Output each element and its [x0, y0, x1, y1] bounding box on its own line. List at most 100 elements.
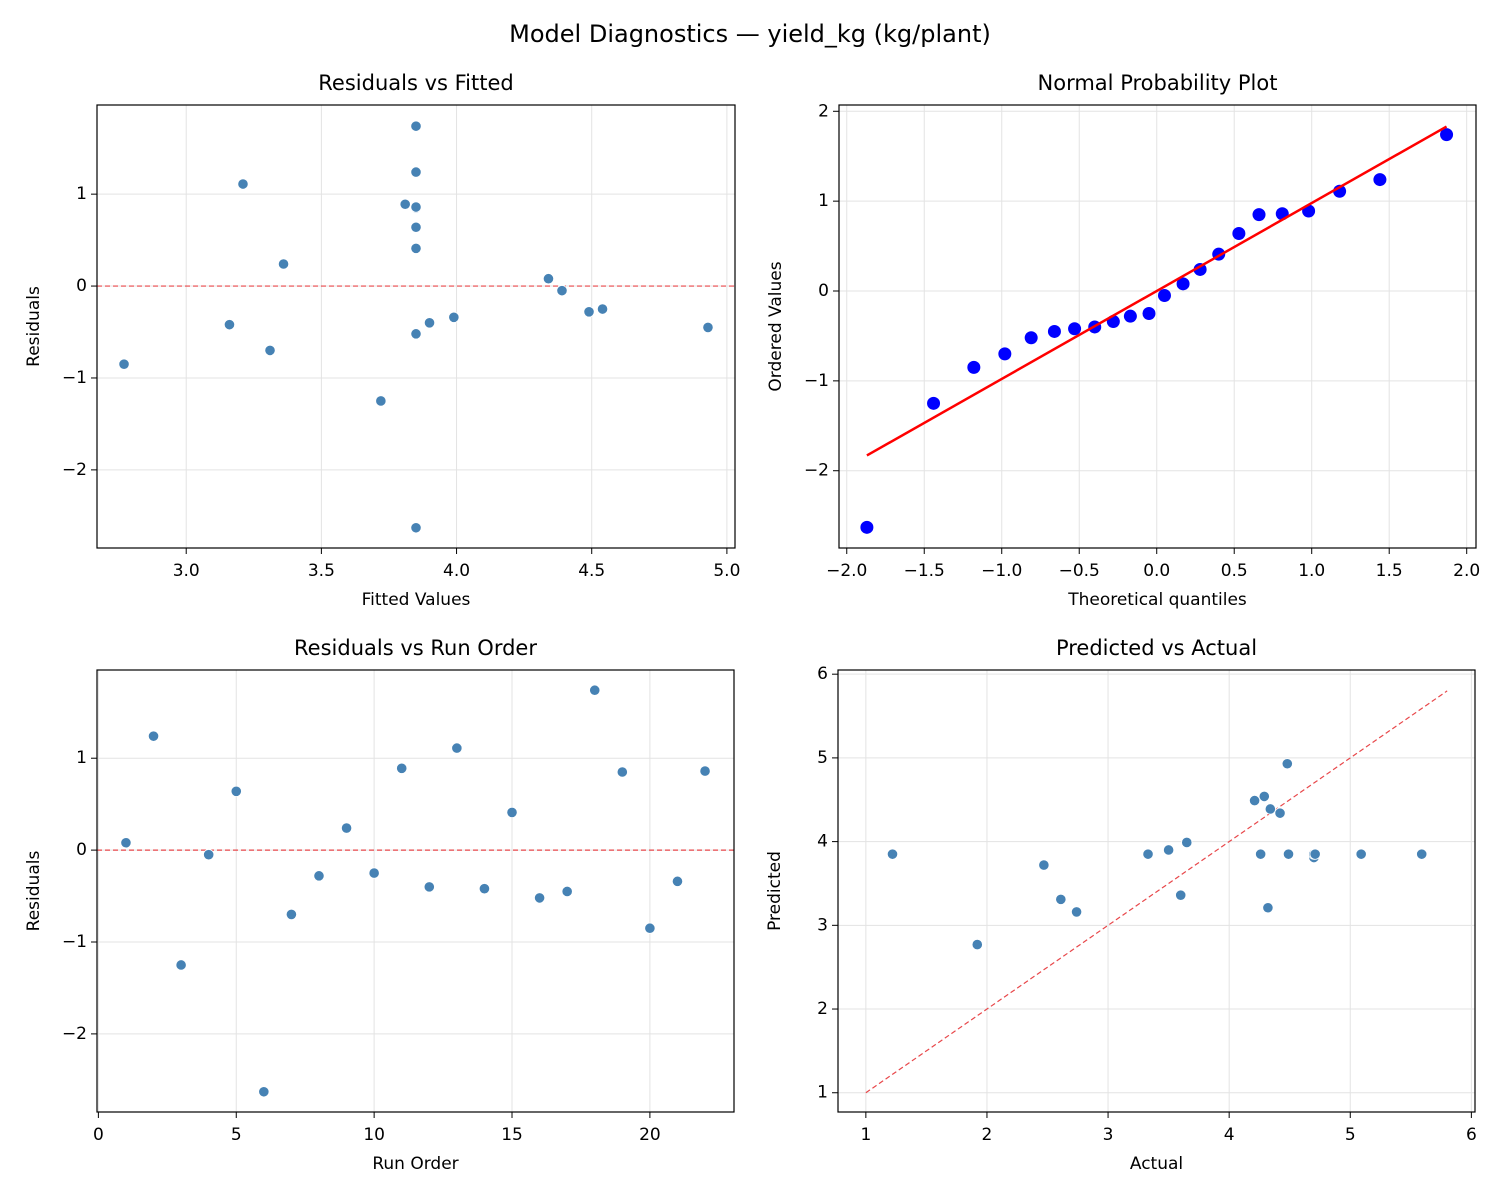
point — [533, 892, 546, 904]
point — [927, 396, 941, 410]
y-tick-label: 2 — [817, 999, 828, 1019]
axes-frame — [838, 104, 1477, 549]
x-tick-label: 2 — [982, 1125, 993, 1145]
point — [1355, 848, 1367, 860]
x-axis-label: Fitted Values — [362, 590, 471, 610]
x-tick-label: −1.0 — [981, 561, 1022, 581]
x-tick-label: 1.5 — [1376, 561, 1403, 581]
y-tick-label: 1 — [76, 748, 87, 768]
y-tick-label: −2 — [62, 1024, 87, 1044]
point — [120, 837, 132, 849]
x-tick-label: 10 — [363, 1125, 385, 1145]
point — [410, 242, 422, 254]
point — [1123, 309, 1137, 323]
point — [886, 848, 899, 860]
point — [1157, 288, 1171, 302]
point — [1193, 262, 1207, 276]
x-tick-label: 0.5 — [1221, 561, 1248, 581]
point — [1055, 893, 1067, 905]
point — [230, 785, 242, 797]
point — [1262, 902, 1274, 914]
point — [1252, 208, 1266, 222]
y-tick-label: 3 — [817, 915, 828, 935]
x-tick-label: 0.0 — [1143, 561, 1170, 581]
point — [368, 867, 380, 879]
point — [203, 849, 215, 861]
point — [561, 885, 573, 898]
point — [264, 344, 276, 356]
point — [1176, 277, 1190, 291]
y-tick-label: 4 — [817, 832, 828, 852]
point — [1142, 848, 1154, 860]
y-tick-label: 0 — [76, 840, 87, 860]
x-tick-label: 3 — [1103, 1125, 1114, 1145]
axes-frame — [96, 104, 736, 549]
x-axis-label: Actual — [1130, 1154, 1183, 1174]
point — [1175, 889, 1187, 901]
y-axis-label: Residuals — [24, 286, 44, 367]
plot-area — [865, 690, 1448, 1094]
point — [1309, 848, 1321, 860]
point — [1416, 848, 1428, 860]
point — [1232, 226, 1246, 240]
y-tick-label: 5 — [817, 748, 828, 768]
x-tick-label: 20 — [639, 1125, 661, 1145]
plot-area — [860, 125, 1454, 534]
point — [118, 358, 130, 370]
subplot-title: Residuals vs Fitted — [318, 71, 513, 95]
x-tick-label: −0.5 — [1059, 561, 1100, 581]
point — [860, 520, 874, 534]
point — [1142, 306, 1156, 320]
y-axis-label: Residuals — [24, 851, 44, 932]
point — [410, 328, 422, 340]
y-tick-label: −1 — [804, 371, 829, 391]
point — [410, 522, 422, 534]
point — [478, 883, 491, 895]
point — [556, 285, 568, 297]
point — [1274, 807, 1286, 819]
point — [1281, 758, 1293, 770]
point — [616, 766, 628, 778]
point — [410, 120, 422, 132]
point — [175, 959, 187, 971]
point — [702, 321, 714, 334]
y-tick-label: 1 — [818, 191, 829, 211]
subplot-title: Predicted vs Actual — [1056, 636, 1257, 660]
x-tick-label: 4.5 — [578, 561, 605, 581]
y-tick-label: −2 — [62, 460, 87, 480]
point — [423, 317, 436, 329]
point — [147, 730, 160, 742]
point — [410, 201, 422, 213]
y-tick-label: −1 — [62, 932, 87, 952]
point — [410, 221, 422, 233]
point — [1047, 324, 1061, 338]
plot-area — [118, 120, 714, 534]
x-tick-label: 2.0 — [1453, 561, 1480, 581]
y-tick-label: −2 — [804, 461, 829, 481]
point — [451, 742, 463, 754]
point — [1248, 794, 1261, 807]
point — [596, 303, 609, 315]
x-tick-label: −1.5 — [904, 561, 945, 581]
point — [1264, 803, 1276, 815]
x-tick-label: 0 — [93, 1125, 104, 1145]
point — [277, 258, 290, 270]
x-tick-label: 3.5 — [308, 561, 335, 581]
x-tick-label: −2.0 — [826, 561, 867, 581]
point — [423, 881, 435, 893]
y-tick-label: 0 — [76, 276, 87, 296]
x-tick-label: 1.0 — [1298, 561, 1325, 581]
y-axis-label: Predicted — [765, 851, 785, 931]
point — [583, 306, 595, 318]
axes-frame — [96, 669, 735, 1113]
point — [1440, 128, 1454, 142]
identity-line — [865, 690, 1448, 1094]
x-tick-label: 6 — [1466, 1125, 1477, 1145]
y-tick-label: 1 — [817, 1083, 828, 1103]
point — [237, 178, 249, 190]
y-tick-label: 0 — [818, 281, 829, 301]
x-tick-label: 4 — [1224, 1125, 1235, 1145]
point — [1024, 331, 1038, 345]
point — [399, 198, 411, 210]
